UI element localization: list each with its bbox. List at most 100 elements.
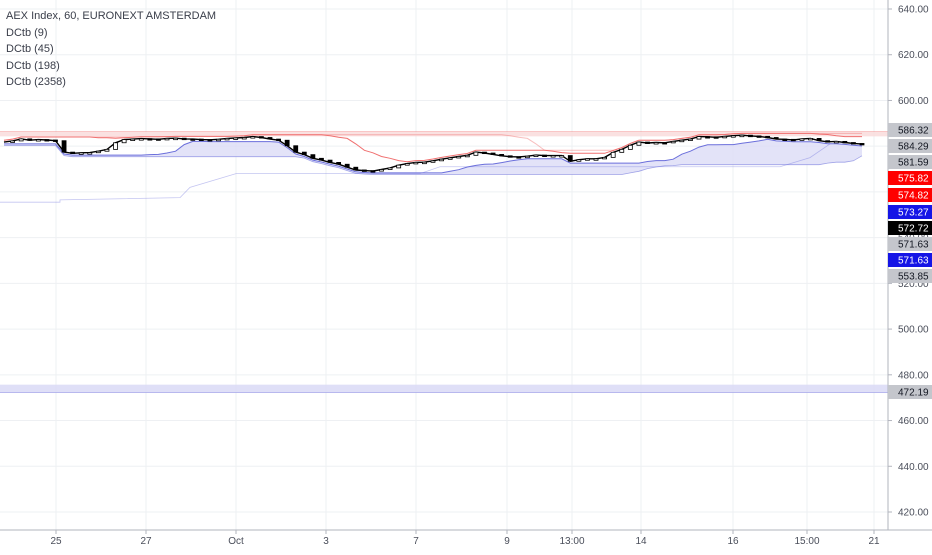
price-tick-label: 620.00 [898, 50, 929, 61]
time-tick-label: 25 [50, 536, 62, 547]
candle [756, 135, 762, 138]
candle [18, 138, 24, 142]
candle [121, 139, 127, 144]
candle [490, 152, 496, 155]
candle [361, 169, 367, 172]
price-badge-label: 586.32 [898, 126, 929, 137]
candle [825, 140, 831, 143]
candle [567, 155, 573, 162]
price-badge-label: 572.72 [898, 224, 929, 235]
legend-indicator[interactable]: DCtb (9) [6, 26, 48, 39]
candle [670, 140, 676, 144]
candle [627, 144, 633, 150]
candle [190, 138, 196, 141]
candle [353, 166, 359, 171]
price-badge [888, 155, 932, 169]
price-badge-label: 573.27 [898, 208, 929, 219]
candle [688, 138, 693, 141]
candle [473, 151, 479, 156]
long-term-lower-band [0, 384, 888, 393]
time-tick-label: 16 [727, 536, 739, 547]
candle [104, 148, 110, 152]
candle [319, 157, 324, 161]
price-badge-label: 575.82 [898, 174, 929, 185]
upper-band-zone [0, 131, 888, 137]
price-badge-label: 571.63 [898, 240, 929, 251]
candle [413, 162, 419, 165]
candle [44, 139, 50, 142]
dctb-9-lower-line [4, 138, 863, 174]
candle [653, 142, 659, 145]
time-tick-label: Oct [228, 536, 244, 547]
legend-indicator[interactable]: DCtb (198) [6, 59, 60, 72]
candle [790, 138, 796, 142]
candle [748, 134, 753, 138]
candle [404, 163, 410, 166]
legend-indicator[interactable]: DCtb (2358) [6, 76, 66, 88]
time-tick-label: 21 [868, 536, 880, 547]
candle [833, 140, 839, 144]
candle [713, 136, 719, 139]
price-badge [888, 237, 932, 251]
candle [181, 137, 187, 141]
price-badge [888, 253, 932, 267]
price-badge [888, 269, 932, 283]
candle [10, 140, 15, 143]
candle [593, 158, 599, 161]
time-tick-label: 3 [323, 536, 329, 547]
candle [344, 163, 350, 168]
candle [130, 138, 136, 141]
candle [396, 164, 402, 169]
candle [533, 154, 539, 157]
candle [379, 169, 384, 172]
candle [95, 150, 101, 154]
candle [387, 167, 393, 170]
candle [53, 139, 58, 142]
candle [241, 137, 247, 140]
candle [722, 135, 728, 139]
price-tick-label: 480.00 [898, 370, 929, 381]
candle [696, 136, 702, 140]
candle [679, 139, 685, 143]
candle [87, 152, 93, 155]
candle [267, 137, 273, 140]
candle [336, 162, 342, 165]
candle [808, 138, 813, 141]
time-tick-label: 7 [413, 536, 419, 547]
candle [216, 138, 221, 142]
price-tick-label: 600.00 [898, 96, 929, 107]
candle [198, 138, 204, 141]
candle [542, 154, 547, 157]
candle [310, 154, 316, 159]
candle [507, 155, 513, 158]
price-tick-label: 460.00 [898, 416, 929, 427]
candle [147, 138, 153, 141]
candle [113, 142, 118, 150]
candle [301, 151, 307, 156]
candle [78, 152, 84, 155]
candle [70, 151, 76, 155]
price-badge [888, 171, 932, 185]
price-tick-label: 520.00 [898, 279, 929, 290]
price-badge-label: 581.59 [898, 158, 929, 169]
legend-indicator[interactable]: DCtb (45) [6, 43, 54, 55]
price-badge [888, 139, 932, 153]
candle [730, 135, 736, 138]
price-tick-label: 640.00 [898, 5, 929, 16]
candle [456, 156, 462, 159]
candle [576, 159, 582, 162]
price-badge [888, 221, 932, 235]
candle [464, 154, 470, 158]
candle [258, 136, 264, 139]
candle [293, 145, 299, 153]
candle [662, 142, 668, 145]
candle [842, 140, 848, 144]
candle [61, 140, 67, 153]
candle [276, 138, 281, 141]
candle [859, 143, 865, 146]
candle [516, 156, 522, 159]
candle [524, 155, 530, 159]
price-badge-label: 584.29 [898, 142, 929, 153]
